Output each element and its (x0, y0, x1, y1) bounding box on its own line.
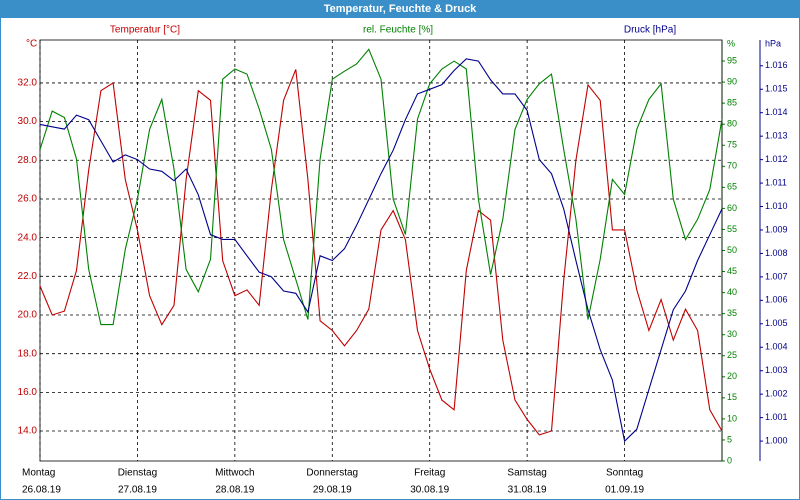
y3-tick-label: 1.009 (765, 224, 788, 234)
y-tick-label: 28.0 (18, 155, 38, 166)
y3-tick-label: 1.013 (765, 131, 788, 141)
y3-tick-label: 1.006 (765, 295, 788, 305)
chart-title: Temperatur, Feuchte & Druck (324, 3, 477, 15)
x-tick-label: Dienstag (118, 468, 157, 479)
y-tick-label: 24.0 (18, 232, 38, 243)
y2-tick-label: 95 (727, 55, 737, 65)
title-bar (0, 0, 800, 18)
y3-tick-label: 1.008 (765, 248, 788, 258)
y-tick-label: 20.0 (18, 310, 38, 321)
x-tick-date: 01.09.19 (605, 485, 644, 496)
x-tick-date: 29.08.19 (313, 485, 352, 496)
y3-tick-label: 1.012 (765, 154, 788, 164)
y2-tick-label: 15 (727, 392, 737, 402)
x-tick-date: 28.08.19 (215, 485, 254, 496)
x-tick-date: 31.08.19 (508, 485, 547, 496)
y3-tick-label: 1.011 (765, 177, 787, 187)
y-tick-label: 16.0 (18, 387, 38, 398)
y3-tick-label: 1.001 (765, 412, 788, 422)
x-tick-label: Sonntag (606, 468, 643, 479)
y2-tick-label: 65 (727, 182, 737, 192)
y2-tick-label: 45 (727, 266, 737, 276)
x-tick-date: 27.08.19 (118, 485, 157, 496)
y3-tick-label: 1.004 (765, 342, 788, 352)
y-tick-label: 32.0 (18, 78, 38, 89)
x-tick-label: Mittwoch (215, 468, 254, 479)
y3-tick-label: 1.002 (765, 389, 788, 399)
y2-tick-label: 5 (727, 434, 732, 444)
y3-tick-label: 1.014 (765, 107, 788, 117)
y3-tick-label: 1.005 (765, 318, 788, 328)
x-tick-label: Freitag (414, 468, 445, 479)
legend-entry: Druck [hPa] (624, 25, 676, 36)
series-line (39, 58, 723, 443)
series-line (39, 69, 723, 436)
y2-tick-label: 60 (727, 203, 737, 213)
y2-tick-label: 10 (727, 413, 737, 423)
y-tick-label: 14.0 (18, 426, 38, 437)
x-tick-date: 30.08.19 (410, 485, 449, 496)
y2-tick-label: 20 (727, 371, 737, 381)
x-tick-label: Donnerstag (306, 468, 358, 479)
y2-tick-label: 30 (727, 329, 737, 339)
x-tick-label: Samstag (507, 468, 546, 479)
x-tick-label: Montag (22, 468, 55, 479)
y3-tick-label: 1.007 (765, 271, 788, 281)
y2-tick-label: 70 (727, 161, 737, 171)
y3-tick-label: 1.015 (765, 84, 788, 94)
y3-tick-label: 1.003 (765, 365, 788, 375)
plot-border (39, 39, 723, 462)
y3-tick-label: 1.016 (765, 60, 788, 70)
y-tick-label: 18.0 (18, 348, 38, 359)
y-tick-label: 30.0 (18, 116, 38, 127)
y2-tick-label: 0 (727, 455, 732, 465)
y2-tick-label: 90 (727, 76, 737, 86)
y-tick-label: 26.0 (18, 194, 38, 205)
series-line (39, 48, 723, 326)
legend-entry: Temperatur [°C] (110, 25, 180, 36)
y3-unit: hPa (765, 38, 781, 48)
y3-tick-label: 1.010 (765, 201, 788, 211)
y-tick-label: 22.0 (18, 271, 38, 282)
y2-tick-label: 75 (727, 140, 737, 150)
y2-tick-label: 40 (727, 287, 737, 297)
y2-unit: % (727, 38, 735, 48)
y2-tick-label: 35 (727, 308, 737, 318)
y2-tick-label: 55 (727, 224, 737, 234)
y2-tick-label: 80 (727, 119, 737, 129)
x-tick-date: 26.08.19 (22, 485, 61, 496)
y3-tick-label: 1.000 (765, 435, 788, 445)
legend-entry: rel. Feuchte [%] (363, 25, 433, 36)
y-unit: °C (26, 39, 37, 50)
y2-tick-label: 50 (727, 245, 737, 255)
y2-tick-label: 85 (727, 98, 737, 108)
y2-tick-label: 25 (727, 350, 737, 360)
